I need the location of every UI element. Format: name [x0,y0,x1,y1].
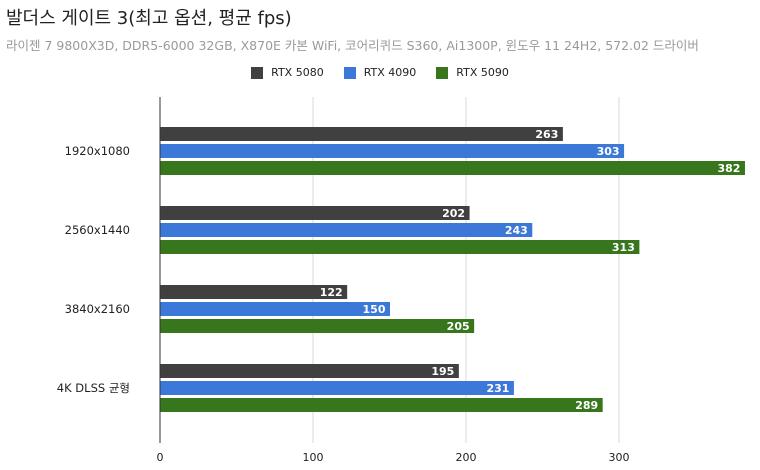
legend-swatch-rtx-4090 [343,66,356,79]
bar-value-label: 313 [612,241,635,254]
bar-value-label: 263 [535,128,558,141]
category-label: 1920x1080 [65,144,130,158]
legend-swatch-rtx-5080 [251,66,264,79]
bar [160,398,603,412]
legend-label-rtx-5090: RTX 5090 [456,66,509,79]
bar [160,364,459,378]
x-tick-label: 100 [303,451,324,464]
bar-value-label: 231 [486,382,509,395]
bar-value-label: 122 [320,286,343,299]
legend-swatch-rtx-5090 [436,66,449,79]
x-tick-label: 0 [157,451,164,464]
legend-item-rtx-5090[interactable]: RTX 5090 [436,66,509,79]
legend-label-rtx-4090: RTX 4090 [363,66,417,79]
bar [160,302,390,316]
legend-item-rtx-5080[interactable]: RTX 5080 [251,66,324,79]
x-tick-label: 200 [456,451,477,464]
legend-label-rtx-5080: RTX 5080 [271,66,324,79]
legend-item-rtx-4090[interactable]: RTX 4090 [343,66,417,79]
x-tick-label: 300 [609,451,630,464]
bar-value-label: 303 [597,145,620,158]
category-label: 3840x2160 [65,302,130,316]
bar-value-label: 150 [363,303,386,316]
bar [160,144,625,158]
category-label: 2560x1440 [65,223,130,237]
bar-value-label: 205 [447,320,470,333]
bar [160,240,640,254]
bar-value-label: 202 [442,207,465,220]
bar-value-label: 243 [505,224,528,237]
bar-value-label: 289 [575,399,598,412]
bar-value-label: 195 [431,365,454,378]
category-label: 4K DLSS 균형 [57,381,130,395]
legend: RTX 5080 RTX 4090 RTX 5090 [0,66,760,79]
chart-subtitle: 라이젠 7 9800X3D, DDR5-6000 32GB, X870E 카본 … [6,38,699,53]
bar [160,319,475,333]
bar-value-label: 382 [717,162,740,175]
bar [160,223,533,237]
bar [160,161,745,175]
chart-title: 발더스 게이트 3(최고 옵션, 평균 fps) [6,8,292,29]
bar [160,127,563,141]
bar [160,285,348,299]
bar [160,381,514,395]
bar [160,206,470,220]
